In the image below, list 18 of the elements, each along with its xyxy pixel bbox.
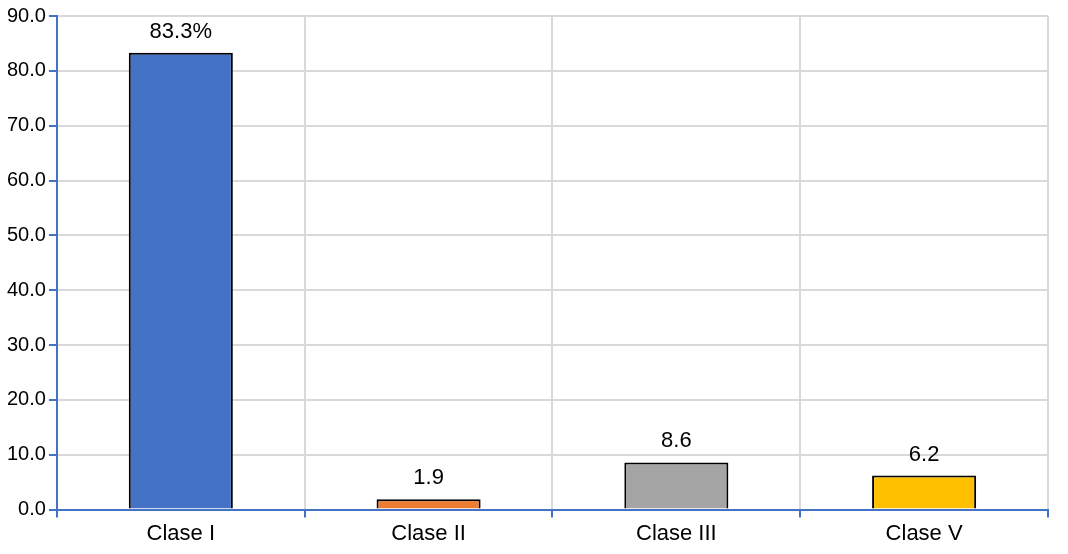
y-tick-label: 0.0 [18, 497, 46, 520]
y-tick-label: 50.0 [6, 222, 46, 245]
y-tick-label: 60.0 [6, 168, 46, 191]
x-tick-label: Clase V [885, 519, 963, 545]
data-label: 6.2 [908, 440, 940, 466]
x-tick-label: Clase II [391, 519, 466, 545]
y-tick-label: 70.0 [6, 113, 46, 136]
data-label: 83.3% [149, 17, 213, 43]
data-label: 8.6 [661, 427, 692, 453]
x-tick-label: Clase III [636, 519, 717, 545]
y-tick-label: 40.0 [6, 277, 46, 300]
y-tick-label: 10.0 [6, 442, 46, 465]
x-tick-label: Clase I [146, 519, 216, 545]
y-tick-label: 30.0 [6, 332, 46, 355]
y-tick-label: 20.0 [6, 387, 46, 410]
y-tick-label: 90.0 [6, 3, 46, 26]
data-label: 1.9 [413, 464, 444, 490]
y-tick-label: 80.0 [6, 58, 46, 81]
